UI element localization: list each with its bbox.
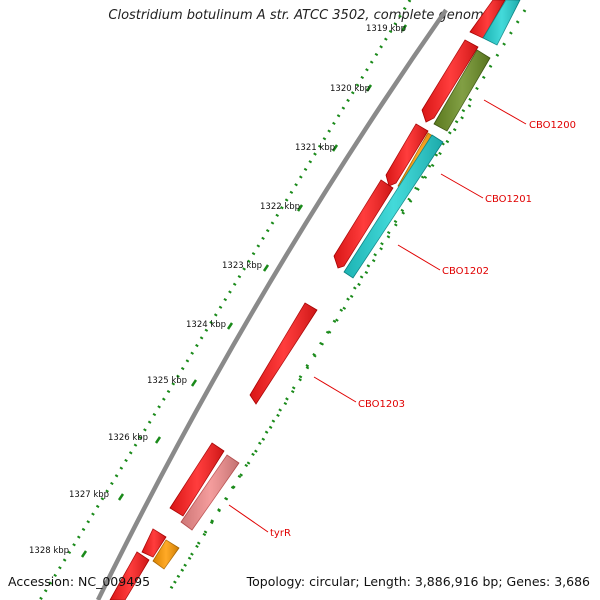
- cbo1202-feature[interactable]: [343, 134, 444, 279]
- tick-mark: [117, 493, 125, 501]
- cds-feature[interactable]: [169, 442, 225, 517]
- tyrR-feature[interactable]: [180, 454, 240, 531]
- cds-feature[interactable]: [109, 551, 150, 600]
- tick-mark: [400, 24, 408, 32]
- tick-label-1321: 1321 kbp: [295, 143, 335, 153]
- tick-labels: 1319 kbp 1320 kbp 1321 kbp 1322 kbp 1323…: [29, 24, 406, 556]
- tick-mark: [226, 322, 234, 330]
- tick-label-1320: 1320 kbp: [330, 84, 370, 94]
- cds-feature[interactable]: [385, 123, 429, 187]
- leader-line: [228, 504, 269, 533]
- scale-dotted-line: [38, 0, 412, 600]
- gene-label-cbo1201[interactable]: CBO1201: [485, 194, 532, 205]
- accession-text: Accession: NC_009495: [8, 574, 151, 589]
- tick-label-1319: 1319 kbp: [366, 24, 406, 34]
- tick-mark: [296, 204, 304, 212]
- gene-label-tyrR[interactable]: tyrR: [270, 528, 291, 539]
- tick-mark: [262, 264, 270, 272]
- track-dotted-line-1: [168, 9, 527, 591]
- tick-mark: [80, 550, 88, 558]
- tick-label-1324: 1324 kbp: [186, 320, 226, 330]
- tick-mark: [365, 84, 373, 92]
- tick-label-1327: 1327 kbp: [69, 490, 109, 500]
- cbo1200-feature[interactable]: [482, 0, 521, 46]
- label-leaders: [228, 99, 527, 533]
- gene-label-cbo1203[interactable]: CBO1203: [358, 399, 405, 410]
- genome-backbone: [95, 8, 448, 600]
- cds-feature[interactable]: [141, 528, 167, 558]
- leader-line: [440, 173, 484, 199]
- tick-marks: [80, 24, 408, 558]
- gene-label-cbo1200[interactable]: CBO1200: [529, 120, 576, 131]
- cds-feature[interactable]: [333, 179, 394, 269]
- cds-feature[interactable]: [249, 302, 318, 405]
- tick-mark: [190, 379, 198, 387]
- olive-feature[interactable]: [433, 49, 491, 132]
- tick-mark: [331, 144, 339, 152]
- leader-line: [313, 376, 357, 403]
- orange-feature[interactable]: [152, 539, 180, 570]
- cds-track-red: [109, 0, 506, 600]
- cds-feature[interactable]: [421, 39, 479, 123]
- gene-labels: CBO1200 CBO1201 CBO1202 CBO1203 tyrR: [270, 120, 576, 539]
- gene-label-cbo1202[interactable]: CBO1202: [442, 266, 489, 277]
- feature-track-outer: [152, 0, 521, 570]
- tick-mark: [154, 436, 162, 444]
- tick-label-1328: 1328 kbp: [29, 546, 69, 556]
- tick-label-1323: 1323 kbp: [222, 261, 262, 271]
- map-title: Clostridium botulinum A str. ATCC 3502, …: [108, 8, 492, 23]
- tick-label-1322: 1322 kbp: [260, 202, 300, 212]
- genome-summary-text: Topology: circular; Length: 3,886,916 bp…: [246, 574, 590, 589]
- leader-line: [483, 99, 527, 125]
- tick-label-1325: 1325 kbp: [147, 376, 187, 386]
- track-dotted-line-2: [168, 104, 472, 591]
- leader-line: [397, 244, 441, 271]
- tick-label-1326: 1326 kbp: [108, 433, 148, 443]
